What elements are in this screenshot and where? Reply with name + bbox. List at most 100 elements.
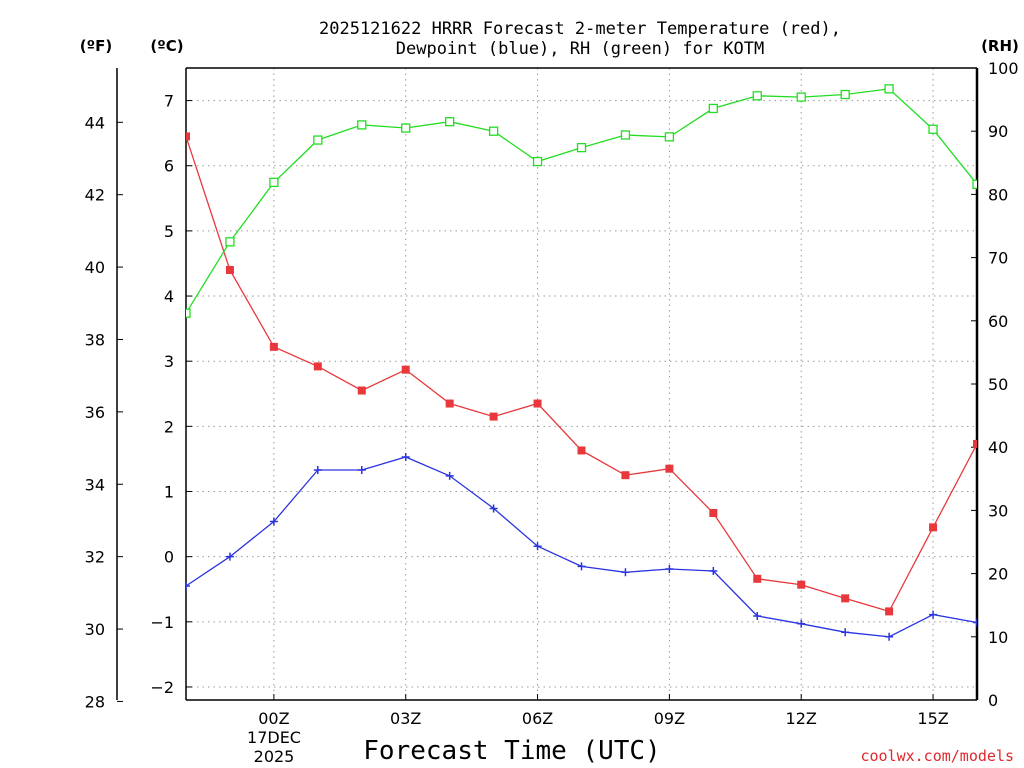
dewpoint-point <box>665 565 674 574</box>
celsius-tick-label: 5 <box>164 222 174 241</box>
x-tick-label: 09Z <box>654 709 685 728</box>
temperature-point <box>665 464 674 473</box>
rh-tick-label: 80 <box>988 185 1008 204</box>
rh-point <box>532 156 543 167</box>
date-label-day: 17DEC <box>247 728 301 747</box>
temperature-point <box>973 439 977 448</box>
fahrenheit-tick-label: 40 <box>85 258 105 277</box>
dewpoint-point <box>577 562 586 571</box>
fahrenheit-tick-label: 42 <box>85 186 105 205</box>
temperature-point <box>186 132 190 141</box>
x-axis-title: Forecast Time (UTC) <box>363 736 660 766</box>
rh-point <box>972 179 977 189</box>
celsius-tick-label: 1 <box>164 483 174 502</box>
x-tick-label: 06Z <box>522 709 553 728</box>
rh-tick-label: 50 <box>988 375 1008 394</box>
dewpoint-point <box>401 452 410 461</box>
dewpoint-point <box>186 581 190 590</box>
rh-point <box>313 135 323 145</box>
rh-point <box>664 132 675 142</box>
temperature-point <box>885 607 894 616</box>
series-temperature <box>186 132 977 616</box>
dewpoint-point <box>357 466 366 475</box>
rh-point <box>796 92 806 102</box>
celsius-unit-label: (ºC) <box>150 37 183 55</box>
temperature-point <box>929 523 938 532</box>
dewpoint-point <box>929 610 938 619</box>
temperature-point <box>621 471 630 480</box>
rh-point <box>401 123 411 133</box>
celsius-tick-label: 2 <box>164 417 174 436</box>
dewpoint-point <box>709 566 718 575</box>
data-series <box>186 84 977 641</box>
rh-point <box>488 126 499 136</box>
fahrenheit-tick-label: 34 <box>85 475 105 494</box>
rh-point <box>445 117 455 127</box>
rh-tick-label: 30 <box>988 501 1008 520</box>
rh-point <box>620 130 631 140</box>
rh-point <box>225 237 235 247</box>
rh-tick-label: 10 <box>988 628 1008 647</box>
temperature-point <box>577 446 586 455</box>
dewpoint-point <box>533 542 542 551</box>
dewpoint-point <box>621 568 630 577</box>
temperature-point <box>445 399 454 408</box>
temperature-point <box>269 342 278 351</box>
celsius-tick-label: 0 <box>164 548 174 567</box>
temperature-point <box>709 509 718 518</box>
rh-point <box>884 84 894 94</box>
x-tick-label: 03Z <box>390 709 421 728</box>
rh-tick-label: 100 <box>988 59 1019 78</box>
chart-title-line1: 2025121622 HRRR Forecast 2-meter Tempera… <box>319 19 841 39</box>
dewpoint-point <box>269 517 278 526</box>
x-tick-label: 15Z <box>917 709 948 728</box>
rh-tick-label: 20 <box>988 565 1008 584</box>
fahrenheit-unit-label: (ºF) <box>80 37 112 55</box>
rh-point <box>357 120 367 130</box>
rh-point <box>186 308 191 318</box>
temperature-point <box>313 362 322 371</box>
fahrenheit-tick-label: 36 <box>85 403 105 422</box>
temperature-point <box>797 580 806 589</box>
rh-point <box>752 91 762 101</box>
rh-point <box>576 142 587 153</box>
rh-point <box>269 177 279 188</box>
dewpoint-point <box>445 471 454 480</box>
dewpoint-point <box>797 619 806 628</box>
x-tick-label: 00Z <box>258 709 289 728</box>
rh-point <box>928 124 938 134</box>
rh-point <box>708 103 718 114</box>
celsius-tick-label: 6 <box>164 157 174 176</box>
celsius-tick-label: −1 <box>150 613 174 632</box>
gridlines <box>186 68 977 700</box>
fahrenheit-tick-label: 44 <box>85 113 105 132</box>
fahrenheit-tick-label: 38 <box>85 330 105 349</box>
chart-title-line2: Dewpoint (blue), RH (green) for KOTM <box>396 39 764 59</box>
celsius-tick-label: 3 <box>164 352 174 371</box>
dewpoint-point <box>885 632 894 641</box>
rh-tick-label: 60 <box>988 312 1008 331</box>
temperature-point <box>533 399 542 408</box>
rh-point <box>840 89 850 100</box>
rh-tick-label: 0 <box>988 691 998 710</box>
temperature-point <box>401 365 410 374</box>
dewpoint-point <box>313 466 322 475</box>
x-tick-label: 12Z <box>786 709 817 728</box>
celsius-tick-label: 4 <box>164 287 174 306</box>
temperature-line <box>186 136 977 613</box>
series-rh <box>186 84 977 318</box>
dewpoint-point <box>225 552 234 561</box>
temperature-point <box>357 386 366 395</box>
celsius-tick-label: 7 <box>164 92 174 111</box>
temperature-point <box>489 412 498 421</box>
rh-unit-label: (RH) <box>981 37 1019 55</box>
fahrenheit-tick-label: 30 <box>85 620 105 639</box>
series-dewpoint <box>186 452 977 641</box>
rh-tick-label: 40 <box>988 438 1008 457</box>
rh-tick-label: 70 <box>988 249 1008 268</box>
dewpoint-point <box>973 618 977 627</box>
dewpoint-point <box>753 611 762 620</box>
temperature-point <box>753 574 762 583</box>
rh-line <box>186 88 977 314</box>
